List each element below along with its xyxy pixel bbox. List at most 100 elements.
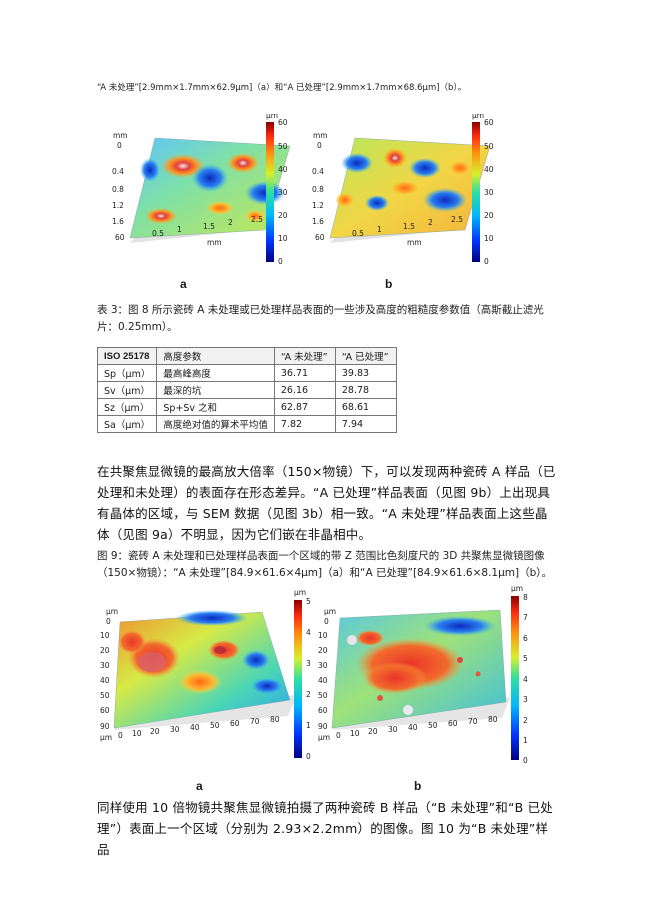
tick-label: 0 [317, 141, 322, 150]
figure-8b-color-scale: µm 60 50 40 30 20 10 0 [472, 114, 494, 266]
tick-label: 20 [278, 211, 288, 220]
tick-label: 2.5 [251, 215, 263, 224]
tick-label: 0 [118, 731, 123, 740]
tick-label: 6 [523, 634, 528, 643]
table-cell: 28.78 [334, 381, 397, 399]
tick-label: 1 [523, 736, 528, 745]
table-cell: 7.94 [334, 415, 397, 433]
tick-label: 30 [278, 188, 288, 197]
tick-label: 10 [318, 631, 328, 640]
tick-label: 40 [484, 165, 494, 174]
tick-label: 60 [315, 233, 325, 242]
tick-label: 10 [132, 729, 142, 738]
tick-label: 1 [377, 225, 382, 234]
figure-8-top-caption: “A 未处理”[2.9mm×1.7mm×62.9µm]（a）和“A 已处理”[2… [97, 83, 467, 93]
tick-label: 0.5 [152, 229, 164, 238]
table-row: Sz（µm） Sp+Sv 之和 62.87 68.61 [96, 398, 397, 416]
tick-label: 60 [100, 706, 110, 715]
table-row: Sv（µm） 最深的坑 26.16 28.78 [96, 381, 397, 399]
table-cell: 高度绝对值的算术平均值 [156, 415, 275, 433]
tick-label: 5 [306, 597, 311, 606]
tick-label: mm [407, 238, 422, 247]
tick-label: µm [511, 586, 523, 593]
table-cell: 26.16 [273, 381, 336, 399]
tick-label: 3 [306, 659, 311, 668]
tick-label: 10 [100, 631, 110, 640]
table-row: Sp（µm） 最高峰高度 36.71 39.83 [96, 364, 397, 382]
table-cell: Sa（µm） [96, 415, 158, 433]
tick-label: 40 [408, 723, 418, 732]
tick-label: 3 [523, 695, 528, 704]
tick-label: 1 [177, 225, 182, 234]
tick-label: 0 [484, 257, 489, 266]
table-cell: Sv（µm） [96, 381, 158, 399]
tick-label: 4 [523, 675, 528, 684]
x-axis-unit: mm [207, 238, 222, 247]
tick-label: 40 [190, 723, 200, 732]
table-cell: Sp+Sv 之和 [156, 398, 275, 416]
table-cell: 最高峰高度 [156, 364, 275, 382]
table-3: ISO 25178 高度参数 “A 未处理” “A 已处理” Sp（µm） 最高… [96, 347, 397, 433]
tick-label: 1.5 [403, 222, 415, 231]
table-header: 高度参数 [156, 347, 275, 365]
tick-label: 40 [278, 165, 288, 174]
tick-label: 60 [115, 233, 125, 242]
tick-label: mm [313, 131, 328, 140]
tick-label: µm [266, 114, 278, 120]
tick-label: 1.5 [203, 222, 215, 231]
tick-label: 0 [523, 756, 528, 765]
tick-label: µm [472, 114, 484, 120]
table-cell: 最深的坑 [156, 381, 275, 399]
figure-9b-color-scale: µm 8 7 6 5 4 3 2 1 0 [511, 586, 528, 765]
tick-label: 60 [230, 719, 240, 728]
tick-label: 0 [117, 141, 122, 150]
tick-label: 50 [428, 721, 438, 730]
tick-label: 20 [484, 211, 494, 220]
tick-label: 30 [484, 188, 494, 197]
figure-9b-surface-plot: µm 0 10 20 30 40 50 60 90 0 10 20 30 40 … [318, 607, 510, 742]
tick-label: 1.6 [112, 217, 124, 226]
tick-label: 60 [484, 118, 494, 127]
tick-label: 70 [468, 717, 478, 726]
tick-label: 60 [278, 118, 288, 127]
tick-label: 8 [523, 593, 528, 602]
tick-label: 7 [523, 613, 528, 622]
tick-label: 50 [484, 142, 494, 151]
tick-label: µm [100, 733, 112, 742]
tick-label: 2 [523, 716, 528, 725]
tick-label: 50 [210, 721, 220, 730]
y-axis-unit: mm [113, 131, 128, 140]
figure-9a-label: a [196, 779, 203, 793]
tick-label: 90 [318, 722, 328, 731]
tick-label: 2.5 [451, 215, 463, 224]
tick-label: 30 [170, 725, 180, 734]
table-header-row: ISO 25178 高度参数 “A 未处理” “A 已处理” [96, 347, 397, 365]
figure-8a-color-scale: µm 60 50 40 30 20 10 0 [266, 114, 288, 266]
tick-label: 0.4 [312, 167, 324, 176]
table-header: ISO 25178 [96, 347, 158, 365]
tick-label: µm [318, 733, 330, 742]
tick-label: 20 [318, 646, 328, 655]
tick-label: 0 [306, 752, 311, 761]
table-cell: 7.82 [273, 415, 336, 433]
tick-label: 30 [318, 661, 328, 670]
tick-label: 20 [100, 646, 110, 655]
tick-label: 0.8 [312, 185, 324, 194]
tick-label: 5 [523, 654, 528, 663]
tick-label: 0 [324, 617, 329, 626]
tick-label: 80 [488, 715, 498, 724]
table-row: Sa（µm） 高度绝对值的算术平均值 7.82 7.94 [96, 415, 397, 433]
figure-8b-surface-plot: mm 0 0.4 0.8 1.2 1.6 60 0.5 1 1.5 2 2.5 … [312, 131, 491, 247]
figure-8b-label: b [385, 277, 393, 291]
tick-label: 50 [278, 142, 288, 151]
table-cell: 36.71 [273, 364, 336, 382]
tick-label: 50 [100, 691, 110, 700]
figure-9a-color-scale: µm 5 4 3 2 1 0 [294, 590, 311, 761]
tick-label: 20 [150, 727, 160, 736]
table-cell: Sz（µm） [96, 398, 158, 416]
table-3-caption: 表 3：图 8 所示瓷砖 A 未处理或已处理样品表面的一些涉及高度的粗糙度参数值… [97, 304, 544, 333]
table-cell: 62.87 [273, 398, 336, 416]
tick-label: µm [106, 607, 118, 616]
table-header: “A 未处理” [273, 347, 336, 365]
tick-label: 0 [336, 731, 341, 740]
